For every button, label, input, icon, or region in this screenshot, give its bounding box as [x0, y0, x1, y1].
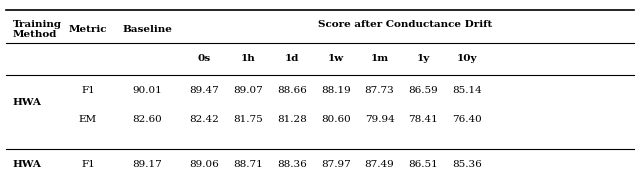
- Text: 88.19: 88.19: [321, 86, 351, 95]
- Text: 82.42: 82.42: [189, 115, 219, 124]
- Text: 1d: 1d: [285, 54, 299, 63]
- Text: F1: F1: [81, 86, 95, 95]
- Text: HWA: HWA: [13, 160, 42, 169]
- Text: Baseline: Baseline: [123, 25, 172, 34]
- Text: 85.14: 85.14: [452, 86, 483, 95]
- Text: 10y: 10y: [457, 54, 477, 63]
- Text: EM: EM: [79, 115, 97, 124]
- Text: HWA: HWA: [13, 98, 42, 107]
- Text: Metric: Metric: [68, 25, 107, 34]
- Text: 85.36: 85.36: [452, 160, 483, 169]
- Text: 81.75: 81.75: [233, 115, 263, 124]
- Text: F1: F1: [81, 160, 95, 169]
- Text: Training
Method: Training Method: [13, 20, 61, 39]
- Text: 82.60: 82.60: [132, 115, 163, 124]
- Text: 90.01: 90.01: [132, 86, 163, 95]
- Text: 88.66: 88.66: [277, 86, 307, 95]
- Text: 1w: 1w: [328, 54, 344, 63]
- Text: 88.71: 88.71: [233, 160, 263, 169]
- Text: Score after Conductance Drift: Score after Conductance Drift: [317, 20, 492, 29]
- Text: 1y: 1y: [417, 54, 430, 63]
- Text: 0s: 0s: [197, 54, 211, 63]
- Text: 1m: 1m: [371, 54, 388, 63]
- Text: 87.73: 87.73: [365, 86, 394, 95]
- Text: 86.59: 86.59: [408, 86, 438, 95]
- Text: 80.60: 80.60: [321, 115, 351, 124]
- Text: 89.06: 89.06: [189, 160, 219, 169]
- Text: 76.40: 76.40: [452, 115, 483, 124]
- Text: 88.36: 88.36: [277, 160, 307, 169]
- Text: 86.51: 86.51: [408, 160, 438, 169]
- Text: 89.07: 89.07: [233, 86, 263, 95]
- Text: 79.94: 79.94: [365, 115, 394, 124]
- Text: 87.49: 87.49: [365, 160, 394, 169]
- Text: 89.47: 89.47: [189, 86, 219, 95]
- Text: 78.41: 78.41: [408, 115, 438, 124]
- Text: 1h: 1h: [241, 54, 255, 63]
- Text: 87.97: 87.97: [321, 160, 351, 169]
- Text: 81.28: 81.28: [277, 115, 307, 124]
- Text: 89.17: 89.17: [132, 160, 163, 169]
